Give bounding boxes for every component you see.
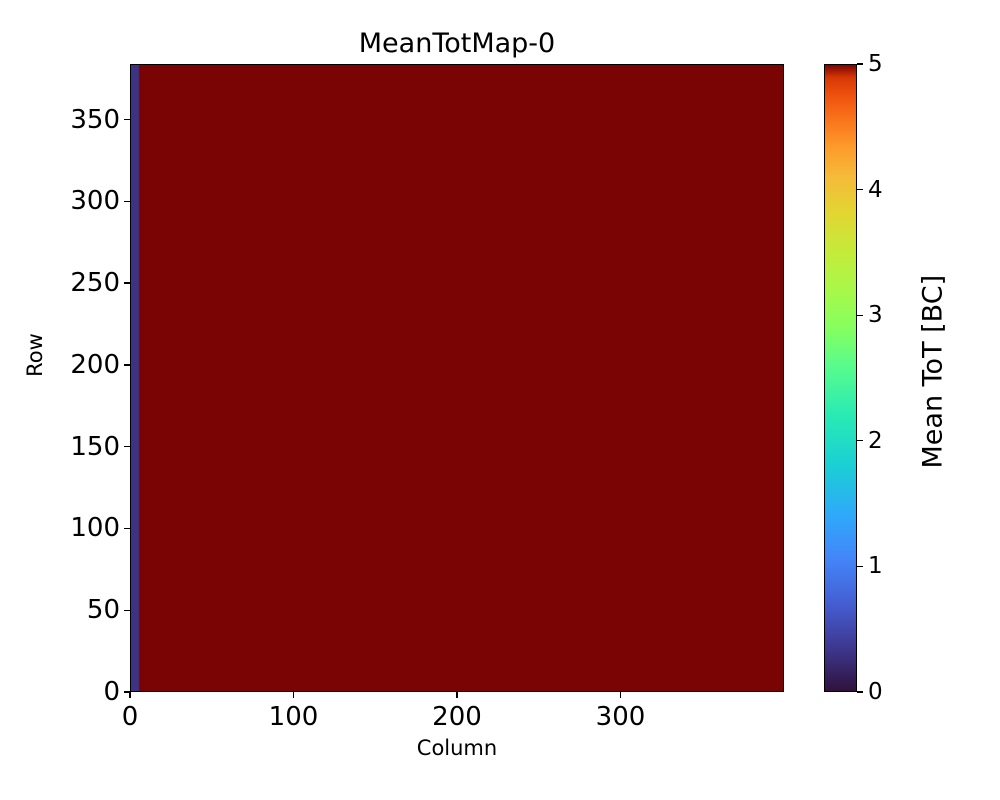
colorbar-tick-mark (857, 691, 863, 693)
colorbar-tick-mark (857, 565, 863, 568)
x-tick-mark (292, 692, 295, 698)
colorbar-tick-label: 4 (868, 176, 883, 203)
heatmap-axes (130, 64, 784, 692)
y-tick-label: 350 (70, 104, 120, 135)
y-tick-mark (124, 282, 130, 284)
heatmap-image (131, 65, 783, 691)
colorbar-tick-mark (857, 63, 863, 65)
y-tick-label: 100 (70, 513, 120, 544)
x-tick-mark (619, 692, 622, 698)
colorbar (824, 64, 857, 692)
y-tick-mark (124, 691, 130, 693)
y-tick-mark (124, 609, 130, 611)
colorbar-tick-mark (857, 314, 863, 316)
page-title: MeanTotMap-0 (358, 28, 556, 59)
colorbar-tick-label: 5 (868, 51, 883, 77)
y-tick-mark (124, 364, 130, 366)
y-tick-mark (124, 527, 130, 530)
y-tick-label: 150 (70, 431, 120, 462)
y-tick-label: 200 (70, 349, 120, 380)
x-tick-label: 300 (595, 702, 646, 732)
x-axis-label: Column (416, 736, 498, 760)
y-axis-label: Row (23, 333, 47, 377)
colorbar-tick-label: 3 (868, 302, 883, 329)
y-tick-label: 50 (86, 595, 120, 626)
y-tick-label: 250 (70, 268, 120, 299)
colorbar-tick-label: 2 (868, 427, 883, 454)
colorbar-label: Mean ToT [BC] (917, 274, 949, 469)
colorbar-tick-mark (857, 188, 863, 191)
y-tick-mark (124, 118, 130, 121)
colorbar-tick-label: 0 (868, 679, 883, 705)
y-tick-mark (124, 446, 130, 448)
x-tick-mark (129, 692, 131, 698)
x-tick-label: 200 (432, 702, 482, 732)
x-tick-label: 0 (121, 702, 139, 732)
x-tick-label: 100 (268, 702, 319, 732)
colorbar-tick-label: 1 (868, 553, 883, 580)
y-tick-label: 0 (103, 677, 120, 707)
y-tick-mark (124, 200, 130, 203)
x-tick-mark (456, 692, 458, 698)
y-tick-label: 300 (70, 186, 120, 217)
colorbar-tick-mark (857, 440, 863, 442)
colorbar-gradient (825, 65, 856, 691)
